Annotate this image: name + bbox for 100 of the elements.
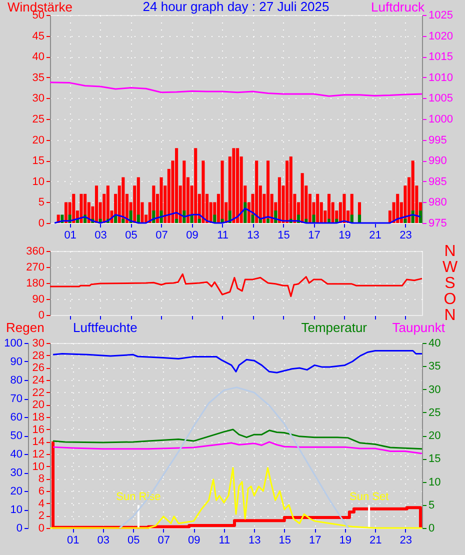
y-tick-label: 0 [38,522,44,534]
x-tick-label: 05 [128,534,140,546]
y-tick-label: 10 [32,460,44,473]
y3-tick-label: 30 [428,384,441,396]
series-label: Luftfeuchte [73,320,138,335]
y-tick-label: 45 [32,30,44,42]
line-series [118,386,350,529]
bar [255,160,258,223]
x-tick-label: 09 [186,230,198,242]
line-series [54,208,422,224]
y2-tick-label: 1015 [428,51,453,64]
x-tick-label: 23 [400,230,412,242]
bar [316,194,320,223]
x-tick-label: 13 [247,230,260,242]
line-series [49,82,423,97]
bar [80,194,83,223]
y-tick-label: 0 [38,218,44,230]
y-tick-label: 10 [32,176,44,188]
y3-tick-label: 15 [428,453,441,466]
x-tick-label: 03 [97,534,110,546]
bar [300,173,304,223]
line-series [49,467,423,529]
x-tick-label: 05 [125,230,138,242]
line-series [49,273,423,298]
bar [350,214,354,223]
text: N [444,307,456,324]
y-tick-label: 25 [32,114,44,126]
y3-tick-label: 40 [428,338,441,350]
bar [358,214,362,223]
y-tick-label: 2 [38,510,44,522]
y-tick-label: 26 [32,362,44,374]
y3-tick-label: 20 [428,430,441,442]
x-tick-label: 11 [217,230,228,242]
x-tick-label: 17 [309,534,322,546]
x-tick-label: 01 [64,230,76,242]
y3-tick-label: 35 [428,360,441,373]
y2-tick-label: 1020 [428,30,453,42]
bar [122,218,125,223]
y-tick-label: 22 [32,386,44,399]
x-tick-label: 07 [158,534,170,546]
y2-tick-label: 100 [4,338,22,350]
annotation: Sun Set [350,491,389,504]
y-tick-label: 30 [32,92,44,105]
y-tick-label: 6 [38,486,44,498]
bar [286,160,289,223]
x-tick-label: 11 [218,534,230,546]
y2-tick-label: 40 [10,448,22,460]
x-tick-label: 01 [67,534,80,546]
y2-tick-label: 10 [10,504,22,516]
y2-tick-label: 30 [10,467,22,479]
line-series [52,350,423,374]
x-tick-label: 13 [248,534,261,546]
bar [396,194,400,223]
text: Taupunkt [392,320,446,335]
y-tick-label: 8 [38,473,44,486]
bar [72,194,76,223]
y2-tick-label: 0 [16,522,22,534]
x-tick-label: 19 [338,230,351,242]
y2-tick-label: 985 [428,176,447,188]
y2-tick-label: 990 [428,155,447,168]
y3-tick-label: 5 [428,499,435,512]
y-tick-label: 270 [26,262,44,274]
y-tick-label: 18 [32,412,44,424]
bar [251,214,254,223]
y-tick-label: 360 [26,246,44,258]
bar [136,214,140,223]
bar [244,202,247,223]
y-tick-label: 180 [26,278,44,290]
bar [194,148,198,223]
y-tick-label: 30 [32,338,44,350]
y-tick-label: 12 [32,448,44,460]
x-tick-label: 07 [156,230,168,242]
text: S [444,275,456,292]
y2-tick-label: 1025 [428,10,453,22]
y2-tick-label: 50 [10,430,22,442]
x-tick-label: 21 [369,230,382,242]
y-tick-label: 16 [32,424,44,436]
bar [236,148,240,223]
y-tick-label: 24 [32,374,44,386]
bar [418,210,422,223]
y2-tick-label: 1005 [428,92,453,105]
x-tick-label: 23 [400,534,412,546]
bar [64,202,68,223]
text: N [444,243,456,260]
x-tick-label: 03 [94,230,107,242]
y-tick-label: 28 [32,350,44,362]
y2-tick-label: 1010 [428,72,453,84]
y2-tick-label: 980 [428,196,447,209]
text: Temperatur [301,320,368,335]
x-tick-label: 15 [278,534,292,546]
x-tick-label: 15 [278,230,290,242]
y2-tick-label: 70 [10,393,22,405]
y2-tick-label: 80 [10,374,22,386]
bar [202,160,205,223]
bar [94,186,98,223]
y2-tick-label: 975 [428,218,447,230]
y3-tick-label: 25 [428,406,441,419]
y-tick-label: 40 [32,51,44,64]
y-tick-label: 4 [38,498,44,510]
bar [404,218,407,223]
